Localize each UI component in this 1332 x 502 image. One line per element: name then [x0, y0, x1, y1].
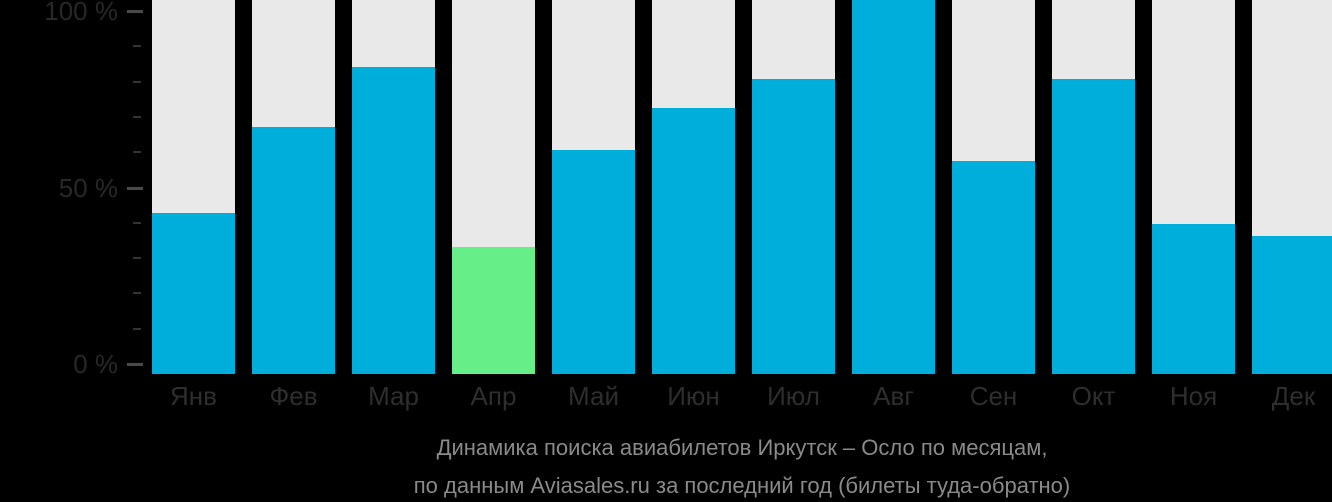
bar-track-Дек: [1252, 0, 1332, 374]
bar-Авг: [852, 0, 935, 374]
y-axis-label-0: 0 %: [73, 349, 118, 379]
chart-subtitle: по данным Aviasales.ru за последний год …: [413, 473, 1071, 498]
bar-Ноя: [1152, 224, 1235, 374]
y-tick-minor-20: [133, 292, 141, 294]
bar-track-Окт: [1052, 0, 1135, 374]
chart-caption: Динамика поиска авиабилетов Иркутск – Ос…: [152, 429, 1332, 502]
x-axis-label-Ноя: Ноя: [1169, 381, 1218, 411]
bar-Окт: [1052, 79, 1135, 374]
y-tick-minor-30: [133, 257, 141, 259]
y-tick-major-0: [127, 363, 143, 366]
bar-Июл: [752, 79, 835, 374]
y-tick-minor-80: [133, 81, 141, 83]
bar-Апр: [452, 247, 535, 374]
bar-Май: [552, 150, 635, 374]
x-axis-label-Сен: Сен: [969, 381, 1018, 411]
bar-track-Мар: [352, 0, 435, 374]
x-axis-label-Окт: Окт: [1071, 381, 1116, 411]
x-axis-label-Июн: Июн: [667, 381, 720, 411]
y-tick-minor-60: [133, 151, 141, 153]
y-tick-minor-70: [133, 116, 141, 118]
bar-track-Сен: [952, 0, 1035, 374]
y-tick-minor-90: [133, 45, 141, 47]
bar-Янв: [152, 213, 235, 374]
bar-track-Ноя: [1152, 0, 1235, 374]
y-tick-minor-40: [133, 222, 141, 224]
x-axis-label-Янв: Янв: [170, 381, 217, 411]
bar-track-Фев: [252, 0, 335, 374]
plot-area: 100 % 50 % 0 %: [44, 0, 1332, 379]
bar-track-Июл: [752, 0, 835, 374]
bar-Июн: [652, 108, 735, 374]
y-axis-label-50: 50 %: [58, 173, 118, 203]
chart-title: Динамика поиска авиабилетов Иркутск – Ос…: [436, 435, 1048, 460]
bar-track-Июн: [652, 0, 735, 374]
bar-Сен: [952, 161, 1035, 374]
x-axis-label-Фев: Фев: [269, 381, 318, 411]
y-axis-label-100: 100 %: [44, 0, 118, 26]
x-axis-label-Май: Май: [568, 381, 619, 411]
y-tick-major-50: [127, 187, 143, 190]
bar-track-Авг: [852, 0, 935, 374]
x-axis-label-Июл: Июл: [767, 381, 820, 411]
y-tick-minor-10: [133, 328, 141, 330]
bar-track-Янв: [152, 0, 235, 374]
y-tick-major-100: [127, 10, 143, 13]
bar-track-Май: [552, 0, 635, 374]
bar-Дек: [1252, 236, 1332, 374]
x-axis-label-Авг: Авг: [873, 381, 914, 411]
bar-Мар: [352, 67, 435, 374]
bar-track-Апр: [452, 0, 535, 374]
x-axis-label-Мар: Мар: [368, 381, 419, 411]
x-axis-label-Дек: Дек: [1271, 381, 1316, 411]
bar-Фев: [252, 127, 335, 374]
x-axis-label-Апр: Апр: [470, 381, 517, 411]
